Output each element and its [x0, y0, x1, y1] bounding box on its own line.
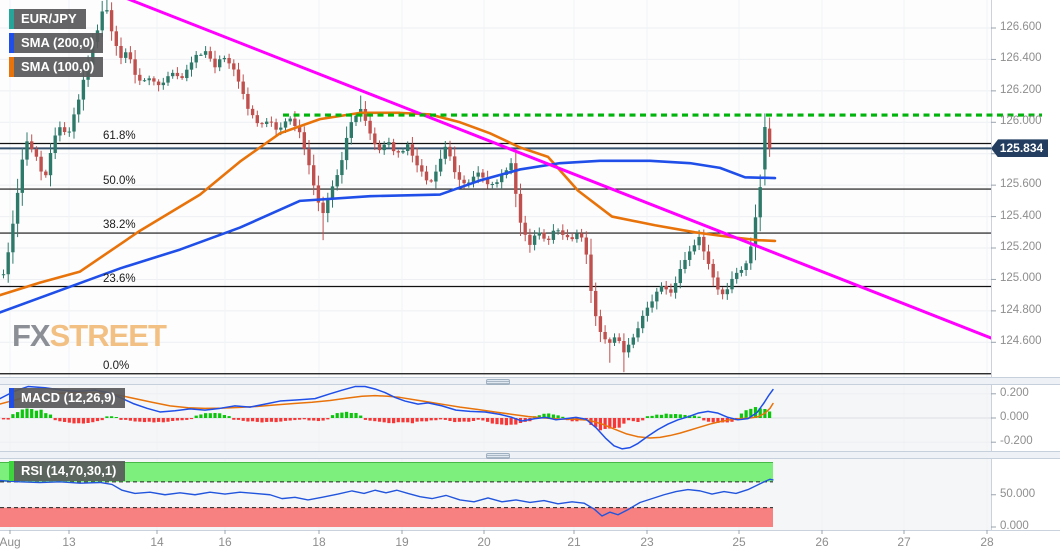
price-tick: 126.400	[1000, 52, 1042, 65]
fxstreet-watermark: FXSTREET	[12, 318, 167, 353]
rsi-label: RSI (14,70,30,1)	[14, 461, 126, 481]
time-tick: 28	[980, 535, 994, 549]
symbol-label: EUR/JPY	[14, 9, 86, 29]
rsi-color-bar	[9, 461, 14, 481]
sma100-label: SMA (100,0)	[14, 57, 104, 77]
sma200-label: SMA (200,0)	[14, 33, 104, 53]
time-tick: 18	[312, 535, 326, 549]
legend-sma100[interactable]: SMA (100,0)	[9, 57, 104, 77]
time-tick: Aug	[0, 535, 21, 549]
time-tick: 25	[732, 535, 746, 549]
macd-color-bar	[9, 388, 14, 408]
macd-tick: 0.000	[1000, 411, 1029, 423]
splitter-grip-icon[interactable]	[486, 453, 510, 459]
macd-tick: -0.200	[1000, 435, 1033, 448]
time-tick: 27	[897, 535, 911, 549]
fib-label-236: 23.6%	[103, 272, 136, 285]
sma200-color-bar	[9, 33, 14, 53]
price-tick: 124.600	[1000, 335, 1042, 348]
rsi-tick: 50.000	[1000, 487, 1036, 500]
fib-label-382: 38.2%	[103, 219, 136, 232]
price-tick: 124.800	[1000, 303, 1042, 316]
time-tick: 16	[218, 535, 232, 549]
pane-splitter-main-macd[interactable]	[0, 377, 1060, 385]
splitter-grip-icon[interactable]	[486, 379, 510, 385]
time-tick: 19	[395, 535, 409, 549]
sma100-color-bar	[9, 57, 14, 77]
fib-label-618: 61.8%	[103, 129, 136, 142]
fib-label-000: 0.0%	[103, 359, 130, 372]
symbol-color-bar	[9, 9, 14, 29]
price-tick: 125.000	[1000, 272, 1042, 285]
macd-tick: 0.200	[1000, 386, 1029, 399]
price-tick: 126.600	[1000, 21, 1042, 33]
macd-label: MACD (12,26,9)	[14, 388, 125, 408]
legend-symbol[interactable]: EUR/JPY	[9, 9, 86, 29]
rsi-tick: 0.000	[1000, 520, 1029, 532]
time-tick: 26	[815, 535, 829, 549]
pane-splitter-macd-rsi[interactable]	[0, 451, 1060, 459]
time-tick: 20	[477, 535, 491, 549]
time-tick: 14	[150, 535, 164, 549]
price-tick: 126.200	[1000, 83, 1042, 96]
fib-label-500: 50.0%	[103, 175, 136, 188]
price-tick: 125.200	[1000, 241, 1042, 253]
price-tick: 125.400	[1000, 209, 1042, 222]
legend-rsi[interactable]: RSI (14,70,30,1)	[9, 461, 126, 481]
last-price-badge: 125.834	[991, 139, 1048, 158]
time-tick: 21	[567, 535, 581, 549]
legend-macd[interactable]: MACD (12,26,9)	[9, 388, 125, 408]
price-tick: 125.600	[1000, 178, 1042, 191]
price-tick: 126.000	[1000, 115, 1042, 128]
time-tick: 23	[640, 535, 654, 549]
legend-sma200[interactable]: SMA (200,0)	[9, 33, 104, 53]
time-tick: 13	[62, 535, 76, 549]
